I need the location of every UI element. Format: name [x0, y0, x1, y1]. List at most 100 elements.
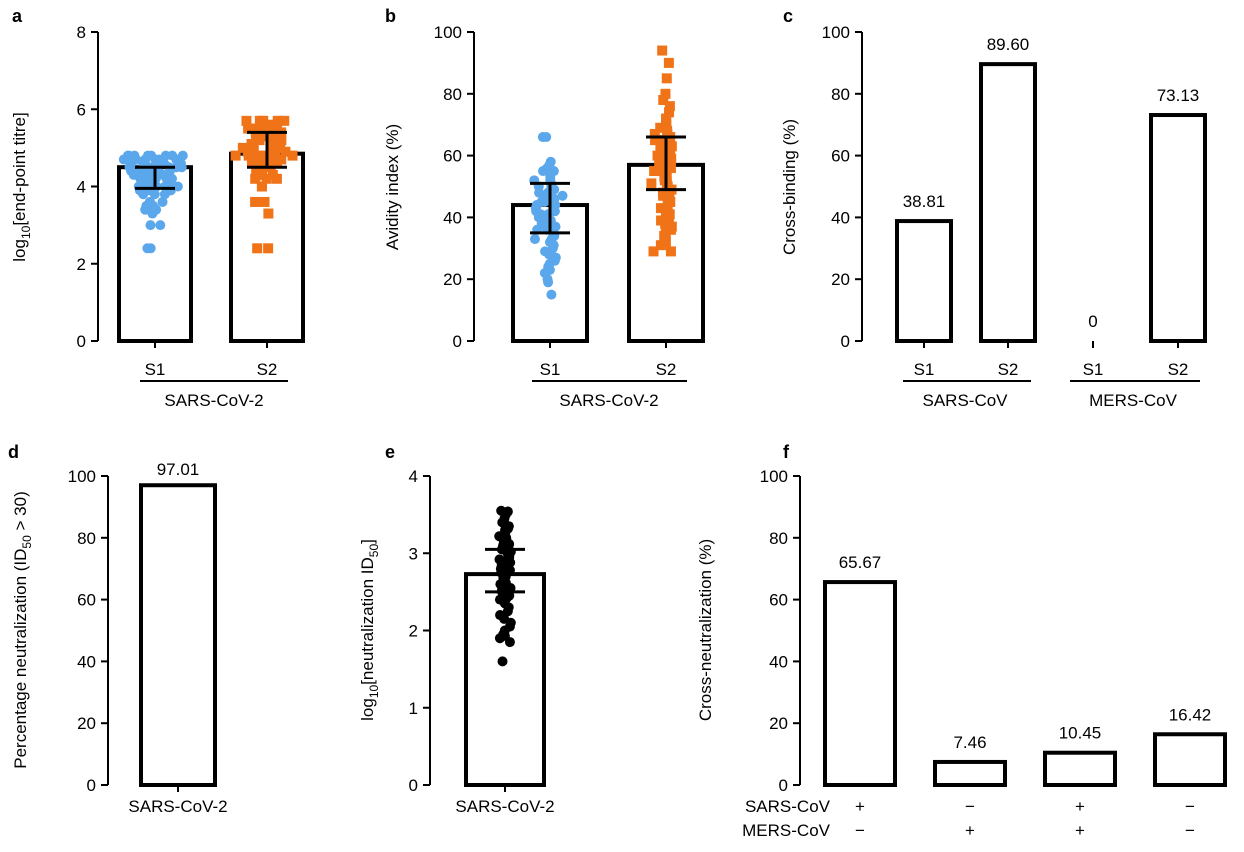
panel-a-point	[280, 146, 291, 157]
panel-f-y-tick-label: 100	[760, 467, 788, 486]
ylabel-subscript: 10	[19, 225, 33, 239]
panel-a-point	[252, 243, 263, 254]
panel-c-letter: c	[783, 6, 793, 26]
panel-f-bar	[1153, 732, 1227, 788]
panel-b-point	[665, 246, 676, 257]
panel-b-point	[659, 230, 670, 241]
panel-a-point	[259, 196, 270, 207]
panel-b-point	[529, 234, 540, 245]
panel-e-point	[497, 656, 508, 667]
panel-a-point	[250, 196, 261, 207]
panel-b-y-tick-label: 80	[443, 85, 462, 104]
panel-a-y-tick-label: 6	[77, 100, 86, 119]
panel-c-bar	[1149, 113, 1207, 343]
panel-b-point	[664, 107, 675, 118]
panel-b-point	[660, 218, 671, 229]
panel-a-point	[263, 208, 274, 219]
panel-f-sign: −	[965, 797, 975, 816]
panel-b-point	[557, 190, 568, 201]
panel-a-x-tick-label: S2	[257, 360, 278, 379]
panel-f-row-label: SARS-CoV	[745, 797, 831, 816]
ylabel-part: Cross-binding (%)	[780, 119, 799, 255]
ylabel-part: log	[358, 698, 377, 721]
panel-b-y-tick-label: 100	[434, 23, 462, 42]
ylabel-part: [neutralization	[358, 574, 377, 685]
panel-f-sign: −	[1185, 797, 1195, 816]
panel-a-y-tick-label: 0	[77, 332, 86, 351]
panel-b-point	[661, 73, 672, 84]
panel-a-point	[230, 150, 241, 161]
panel-b-point	[646, 178, 657, 189]
panel-a-point	[263, 243, 274, 254]
panel-a-letter: a	[12, 6, 23, 26]
panel-d-y-tick-label: 80	[77, 529, 96, 548]
panel-b-point	[649, 166, 660, 177]
panel-f-y-tick-label: 20	[769, 714, 788, 733]
panel-c-group-label: SARS-CoV	[922, 391, 1008, 410]
ylabel-part: [end-point titre]	[10, 112, 29, 225]
panel-f-data-label: 65.67	[839, 553, 882, 572]
panel-a-point	[149, 189, 160, 200]
panel-a-point	[271, 158, 282, 169]
panel-c-y-tick-label: 60	[831, 147, 850, 166]
panel-e-bar	[464, 572, 546, 787]
panel-a-y-label: log10​[end-point titre]	[10, 112, 33, 261]
ylabel-subscript: 10	[367, 684, 381, 698]
panel-e-y-tick-label: 3	[409, 544, 418, 563]
panel-b-y-label: Avidity index (%)	[383, 124, 402, 250]
panel-a-point	[241, 115, 252, 126]
panel-c-x-tick-label: S2	[1168, 360, 1189, 379]
panel-b-point	[665, 162, 676, 173]
panel-c-bar	[895, 219, 953, 343]
panel-a-point	[279, 115, 290, 126]
ylabel-part: Avidity index (%)	[383, 124, 402, 250]
panel-b-point	[664, 101, 675, 112]
ylabel-part: log	[10, 239, 29, 262]
panel-a-point	[267, 150, 278, 161]
panel-d-bar	[139, 483, 217, 787]
panel-d-y-tick-label: 20	[77, 714, 96, 733]
panel-e-point	[502, 606, 513, 617]
panel-c-data-label: 38.81	[903, 192, 946, 211]
panel-a-point	[176, 162, 187, 173]
panel-e-y-tick-label: 4	[409, 467, 418, 486]
panel-e-point	[504, 637, 515, 648]
panel-b-x-tick-label: S1	[540, 360, 561, 379]
panel-f-bar	[823, 580, 897, 788]
panel-b-point	[662, 200, 673, 211]
panel-b-point	[648, 246, 659, 257]
panel-e-y-tick-label: 1	[409, 699, 418, 718]
panel-f-row-label: MERS-CoV	[742, 821, 831, 840]
ylabel-part: Percentage neutralization (	[11, 565, 30, 769]
panel-e-x-tick-label: SARS-CoV-2	[455, 797, 554, 816]
panel-c-group-label: MERS-CoV	[1089, 391, 1178, 410]
ylabel-part: Cross-neutralization (%)	[696, 539, 715, 721]
panel-c-y-tick-label: 40	[831, 208, 850, 227]
panel-a-point	[142, 243, 153, 254]
panel-c-x-tick-label: S1	[914, 360, 935, 379]
panel-c-y-tick-label: 20	[831, 270, 850, 289]
panel-a-point	[155, 220, 166, 231]
panel-f-sign: +	[855, 797, 865, 816]
panel-a-point	[261, 173, 272, 184]
panel-a-point	[287, 150, 298, 161]
panel-f-y-tick-label: 0	[779, 776, 788, 795]
panel-b-point	[655, 203, 666, 214]
panel-b-point	[663, 57, 674, 68]
panel-b-point	[660, 88, 671, 99]
panel-b-point	[656, 159, 667, 170]
panel-f-bar	[933, 759, 1007, 788]
panel-c-data-label: 89.60	[987, 35, 1030, 54]
panel-a-y-tick-label: 2	[77, 255, 86, 274]
panel-f-data-label: 10.45	[1059, 724, 1102, 743]
panel-c-y-tick-label: 80	[831, 85, 850, 104]
panel-b-point	[657, 138, 668, 149]
panel-b-point	[655, 240, 666, 251]
panel-a-point	[250, 173, 261, 184]
panel-f-bar	[1043, 750, 1117, 787]
panel-a-point	[246, 158, 257, 169]
panel-a-point	[251, 166, 262, 177]
panel-e-point	[494, 633, 505, 644]
panel-f-sign: +	[1075, 821, 1085, 840]
panel-d-y-tick-label: 100	[68, 467, 96, 486]
